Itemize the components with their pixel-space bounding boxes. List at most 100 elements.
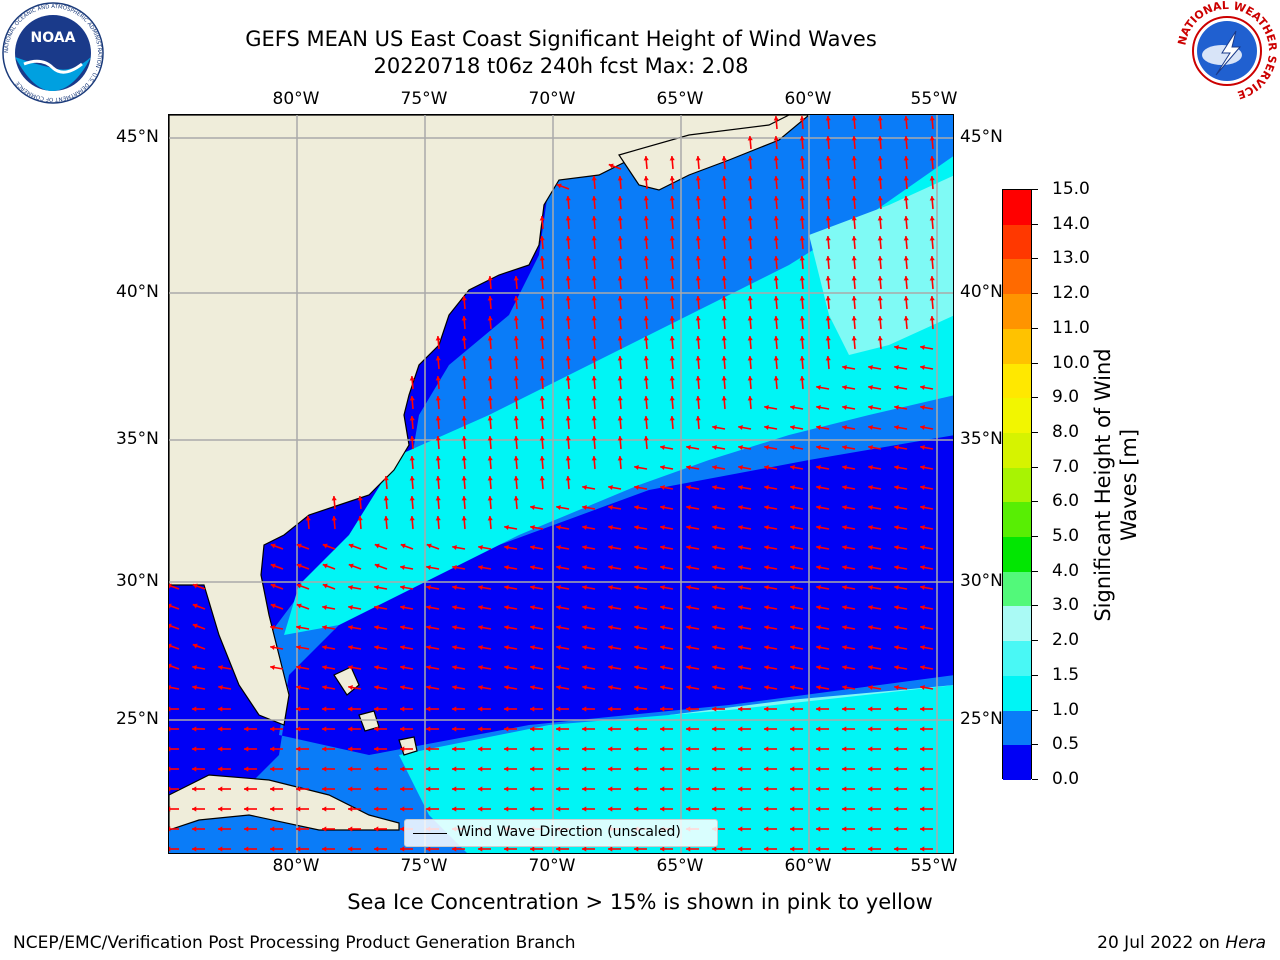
wind-wave-arrowhead bbox=[799, 216, 805, 221]
wind-wave-arrowhead bbox=[643, 396, 649, 401]
wind-wave-arrowhead bbox=[539, 456, 545, 461]
wind-wave-arrowhead bbox=[270, 846, 275, 852]
wind-wave-arrowhead bbox=[816, 826, 821, 832]
wind-wave-arrowhead bbox=[400, 846, 405, 852]
wind-wave-arrowhead bbox=[426, 564, 431, 571]
legend-label: Wind Wave Direction (unscaled) bbox=[457, 824, 681, 840]
wind-wave-arrowhead bbox=[634, 664, 639, 671]
wind-wave-arrowhead bbox=[825, 136, 831, 141]
wind-wave-arrowhead bbox=[712, 544, 717, 551]
wind-wave-arrowhead bbox=[634, 786, 639, 792]
wind-wave-arrowhead bbox=[920, 604, 925, 611]
wind-wave-arrowhead bbox=[634, 504, 639, 511]
wind-wave-arrowhead bbox=[695, 196, 701, 201]
wind-wave-arrowhead bbox=[877, 176, 883, 181]
wind-wave-arrowhead bbox=[851, 196, 857, 201]
lat-label-left: 35°N bbox=[116, 429, 159, 449]
wind-wave-arrowhead bbox=[357, 516, 363, 521]
wind-wave-arrowhead bbox=[426, 846, 431, 852]
wind-wave-arrowhead bbox=[842, 364, 847, 371]
wind-wave-arrowhead bbox=[643, 156, 649, 161]
wind-wave-arrowhead bbox=[244, 766, 249, 772]
wind-wave-arrowhead bbox=[747, 296, 753, 301]
wind-wave-arrowhead bbox=[721, 276, 727, 281]
wind-wave-arrowhead bbox=[539, 356, 545, 361]
wind-wave-arrowhead bbox=[903, 136, 909, 141]
wind-wave-arrowhead bbox=[695, 156, 701, 161]
wind-wave-arrowhead bbox=[695, 296, 701, 301]
wind-wave-arrowhead bbox=[513, 476, 519, 481]
wind-wave-arrowhead bbox=[409, 436, 415, 441]
wind-wave-arrowhead bbox=[842, 464, 847, 471]
wind-wave-arrowhead bbox=[608, 504, 613, 511]
wind-wave-arrowhead bbox=[617, 216, 623, 221]
wind-wave-arrowhead bbox=[790, 544, 795, 551]
wind-wave-arrowhead bbox=[825, 176, 831, 181]
wind-wave-arrowhead bbox=[894, 444, 899, 451]
wind-wave-arrowhead bbox=[695, 236, 701, 241]
wind-wave-arrowhead bbox=[660, 766, 665, 772]
wind-wave-arrowhead bbox=[790, 766, 795, 772]
wind-wave-arrowhead bbox=[461, 316, 467, 321]
lat-label-left: 45°N bbox=[116, 127, 159, 147]
wind-wave-arrowhead bbox=[608, 766, 613, 772]
wind-wave-arrowhead bbox=[357, 496, 363, 501]
wind-wave-arrowhead bbox=[192, 746, 197, 752]
wind-wave-arrowhead bbox=[643, 176, 649, 181]
wind-wave-arrowhead bbox=[296, 644, 301, 651]
wind-wave-arrowhead bbox=[461, 416, 467, 421]
lon-label-bottom: 60°W bbox=[784, 856, 832, 876]
wind-wave-arrowhead bbox=[825, 276, 831, 281]
wind-wave-arrowhead bbox=[539, 316, 545, 321]
colorbar-tick bbox=[1032, 674, 1038, 676]
wind-wave-arrowhead bbox=[478, 624, 483, 631]
wind-wave-arrowhead bbox=[738, 826, 743, 832]
wind-wave-arrowhead bbox=[721, 216, 727, 221]
wind-wave-arrowhead bbox=[539, 436, 545, 441]
wind-wave-arrowhead bbox=[712, 584, 717, 591]
wind-wave-arrowhead bbox=[712, 424, 717, 431]
colorbar-segment bbox=[1003, 641, 1031, 676]
lon-label-top: 80°W bbox=[272, 89, 320, 109]
wind-wave-arrowhead bbox=[322, 786, 327, 792]
map-canvas bbox=[169, 115, 953, 853]
wind-wave-arrowhead bbox=[851, 276, 857, 281]
wind-wave-arrowhead bbox=[565, 416, 571, 421]
wind-wave-arrowhead bbox=[738, 846, 743, 852]
wind-wave-arrowhead bbox=[894, 684, 899, 691]
wind-wave-arrowhead bbox=[764, 504, 769, 511]
wind-wave-arrowhead bbox=[894, 384, 899, 391]
wind-wave-arrowhead bbox=[643, 356, 649, 361]
wind-wave-arrowhead bbox=[851, 236, 857, 241]
wind-wave-arrowhead bbox=[192, 623, 198, 629]
wind-wave-arrowhead bbox=[660, 706, 665, 712]
wind-wave-arrowhead bbox=[478, 846, 483, 852]
wind-wave-arrowhead bbox=[669, 416, 675, 421]
wind-wave-arrowhead bbox=[452, 644, 457, 651]
wind-wave-arrowhead bbox=[617, 236, 623, 241]
wind-wave-arrowhead bbox=[617, 416, 623, 421]
wind-wave-arrowhead bbox=[790, 664, 795, 671]
wind-wave-arrowhead bbox=[617, 196, 623, 201]
wind-wave-arrowhead bbox=[799, 316, 805, 321]
wind-wave-arrowhead bbox=[218, 806, 223, 812]
wind-wave-arrowhead bbox=[565, 396, 571, 401]
wind-wave-arrowhead bbox=[591, 396, 597, 401]
wind-wave-arrowhead bbox=[504, 664, 509, 671]
wind-wave-arrowhead bbox=[478, 644, 483, 651]
wind-wave-arrowhead bbox=[920, 364, 925, 371]
wind-wave-arrowhead bbox=[894, 746, 899, 752]
wind-wave-arrowhead bbox=[747, 136, 753, 141]
wind-wave-arrowhead bbox=[591, 236, 597, 241]
wind-wave-arrowhead bbox=[374, 726, 379, 732]
wind-wave-arrowhead bbox=[634, 544, 639, 551]
wind-wave-arrowhead bbox=[169, 643, 172, 649]
wind-wave-arrowhead bbox=[747, 176, 753, 181]
wind-wave-arrowhead bbox=[920, 644, 925, 651]
wind-wave-arrowhead bbox=[825, 236, 831, 241]
wind-wave-arrowhead bbox=[348, 726, 353, 732]
wind-wave-arrowhead bbox=[643, 216, 649, 221]
wind-wave-arrowhead bbox=[192, 766, 197, 772]
wind-wave-arrowhead bbox=[790, 746, 795, 752]
wind-wave-arrowhead bbox=[842, 726, 847, 732]
